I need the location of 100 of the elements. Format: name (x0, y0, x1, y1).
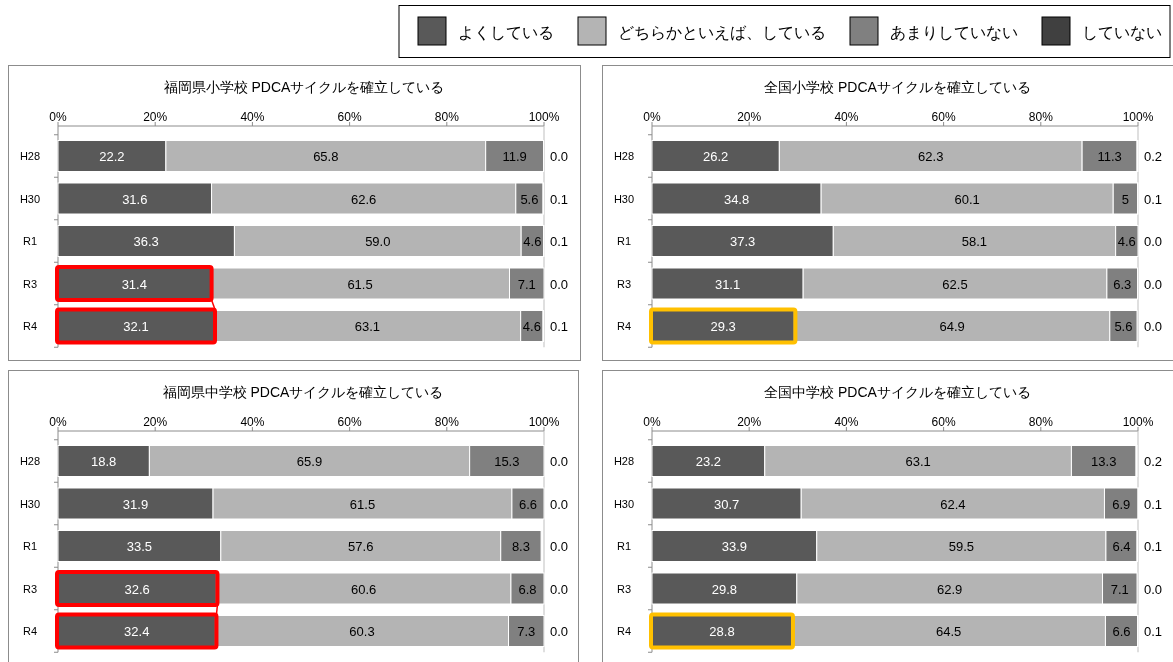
y-tick-label: R1 (616, 540, 632, 552)
x-tick-label: 80% (1028, 110, 1054, 124)
x-tick-label: 100% (1122, 110, 1154, 124)
data-label: 28.8 (709, 624, 735, 639)
data-label: 7.1 (1110, 581, 1129, 597)
x-tick-label: 100% (528, 110, 560, 124)
data-label: 0.2 (1144, 454, 1163, 469)
data-label: 62.5 (942, 276, 968, 292)
x-tick-label: 20% (737, 110, 762, 124)
x-tick-label: 40% (834, 110, 859, 124)
data-label: 0.1 (550, 191, 569, 207)
chart-title: 全国中学校 PDCAサイクルを確立している (764, 384, 1031, 400)
x-tick-label: 0% (643, 110, 661, 124)
data-label: 6.6 (518, 496, 537, 512)
data-label: 32.4 (124, 624, 150, 639)
data-label: 6.3 (1113, 276, 1132, 292)
y-tick-label: R4 (616, 625, 632, 637)
y-tick-label: H28 (613, 150, 635, 162)
data-label: 62.6 (351, 191, 377, 207)
y-tick-label: R4 (22, 320, 38, 332)
data-label: 26.2 (703, 149, 729, 164)
data-label: 37.3 (729, 234, 756, 249)
data-label: 0.0 (550, 149, 569, 164)
data-label: 7.3 (517, 624, 536, 639)
data-label: 0.0 (1144, 234, 1163, 249)
data-label: 62.3 (918, 149, 944, 164)
legend-label: あまりしていない (890, 24, 1018, 41)
x-tick-label: 20% (143, 415, 168, 429)
data-label: 0.1 (1144, 496, 1163, 512)
y-tick-label: H30 (613, 497, 635, 510)
y-tick-label: R1 (22, 235, 38, 247)
data-label: 6.4 (1112, 539, 1131, 554)
y-tick-label: H28 (19, 150, 41, 162)
data-label: 0.0 (1144, 276, 1163, 292)
data-label: 62.4 (940, 496, 966, 512)
y-tick-label: H30 (613, 192, 635, 205)
x-tick-label: 80% (434, 415, 460, 429)
data-label: 0.0 (550, 581, 569, 597)
data-label: 32.1 (123, 319, 149, 334)
data-label: 0.0 (1144, 319, 1163, 334)
data-label: 7.1 (517, 276, 536, 292)
x-tick-label: 60% (931, 110, 956, 124)
data-label: 23.2 (695, 454, 722, 469)
data-label: 31.1 (714, 276, 741, 292)
x-tick-label: 100% (528, 415, 560, 429)
x-tick-label: 80% (434, 110, 460, 124)
data-label: 5.6 (1114, 319, 1133, 334)
text: どちらかといえば、している (618, 24, 826, 41)
data-label: 5.6 (520, 191, 539, 207)
y-tick-label: H28 (613, 455, 635, 467)
data-label: 60.6 (351, 581, 377, 597)
data-label: 6.6 (1112, 624, 1131, 639)
data-label: 60.1 (954, 191, 980, 207)
data-label: 4.6 (523, 234, 542, 249)
data-label: 0.1 (1144, 539, 1163, 554)
data-label: 61.5 (349, 496, 376, 512)
data-label: 65.9 (296, 454, 323, 469)
data-label: 64.9 (939, 319, 965, 334)
data-label: 4.6 (522, 319, 541, 334)
data-label: 13.3 (1091, 454, 1117, 469)
x-tick-label: 0% (49, 415, 67, 429)
data-label: 63.1 (354, 319, 380, 334)
y-tick-label: R3 (616, 582, 632, 595)
data-label: 15.3 (494, 454, 520, 469)
data-label: 0.1 (550, 319, 569, 334)
y-tick-label: R4 (616, 320, 632, 332)
data-label: 36.3 (133, 234, 159, 249)
y-tick-label: H28 (19, 455, 41, 467)
data-label: 34.8 (723, 191, 750, 207)
x-tick-label: 40% (834, 415, 859, 429)
data-label: 30.7 (713, 496, 740, 512)
data-label: 59.0 (365, 234, 391, 249)
data-label: 5 (1121, 191, 1129, 207)
y-tick-label: R1 (616, 235, 632, 247)
data-label: 0.0 (550, 539, 569, 554)
data-label: 31.4 (121, 276, 147, 292)
x-tick-label: 20% (143, 110, 168, 124)
data-label: 61.5 (347, 276, 373, 292)
data-label: 29.3 (710, 319, 736, 334)
legend-label: よくしている (458, 24, 554, 41)
data-label: 32.6 (124, 581, 150, 597)
x-tick-label: 0% (49, 110, 67, 124)
chart-title: 福岡県小学校 PDCAサイクルを確立している (163, 79, 445, 95)
data-label: 8.3 (511, 539, 530, 554)
x-tick-label: 40% (240, 415, 265, 429)
data-label: 60.3 (349, 624, 375, 639)
chart-title: 全国小学校 PDCAサイクルを確立している (764, 79, 1031, 95)
data-label: 64.5 (936, 624, 962, 639)
data-label: 62.9 (937, 581, 963, 597)
data-label: 0.2 (1144, 149, 1163, 164)
data-label: 0.0 (550, 624, 569, 639)
y-tick-label: R4 (22, 625, 38, 637)
data-label: 6.8 (518, 581, 537, 597)
x-tick-label: 60% (337, 415, 362, 429)
data-label: 0.0 (550, 496, 569, 512)
data-label: 18.8 (91, 454, 117, 469)
data-label: 33.9 (721, 539, 748, 554)
data-label: 22.2 (99, 149, 125, 164)
data-label: 29.8 (711, 581, 738, 597)
y-tick-label: R3 (22, 277, 38, 290)
